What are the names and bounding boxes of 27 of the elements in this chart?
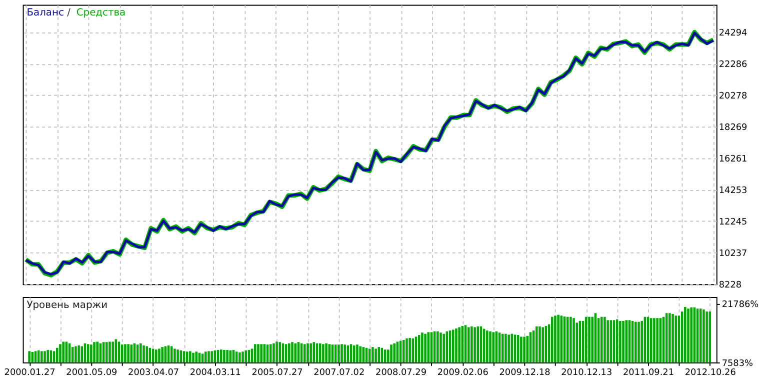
x-tick-label: 2000.01.27 xyxy=(4,368,56,378)
x-tick-label: 2009.12.18 xyxy=(499,368,551,378)
x-tick-label: 2001.05.09 xyxy=(66,368,118,378)
annotation: / xyxy=(67,8,72,19)
y-tick-label: 24294 xyxy=(718,28,748,39)
y-tick-label: 12245 xyxy=(718,218,748,228)
chart-title: Уровень маржи xyxy=(26,300,108,311)
x-tick-label: 2005.07.27 xyxy=(252,368,303,378)
x-tick-label: 2012.10.26 xyxy=(684,368,736,378)
x-tick-label: 2011.09.21 xyxy=(623,368,674,378)
y-tick-label: 7583% xyxy=(722,358,753,369)
y-tick-label: 10237 xyxy=(718,249,748,260)
y-tick-label: 14253 xyxy=(718,186,748,196)
x-tick-label: 2004.03.11 xyxy=(190,368,241,378)
y-tick-label: 8228 xyxy=(718,280,742,291)
x-tick-label: 2007.07.02 xyxy=(314,368,365,378)
x-tick-label: 2008.07.29 xyxy=(376,368,427,378)
x-tick-label: 2003.04.07 xyxy=(128,368,180,378)
x-tick-label: 2010.12.13 xyxy=(561,368,612,378)
text: Баланс xyxy=(26,8,64,19)
y-tick-label: 20278 xyxy=(718,92,748,102)
y-tick-label: 16261 xyxy=(718,154,748,165)
y-tick-label: 22286 xyxy=(718,60,748,70)
y-tick-label: 21786% xyxy=(722,300,759,310)
y-tick-label: 18269 xyxy=(718,123,748,134)
x-tick-label: 2009.02.06 xyxy=(437,368,489,378)
text: Средства xyxy=(76,8,126,19)
